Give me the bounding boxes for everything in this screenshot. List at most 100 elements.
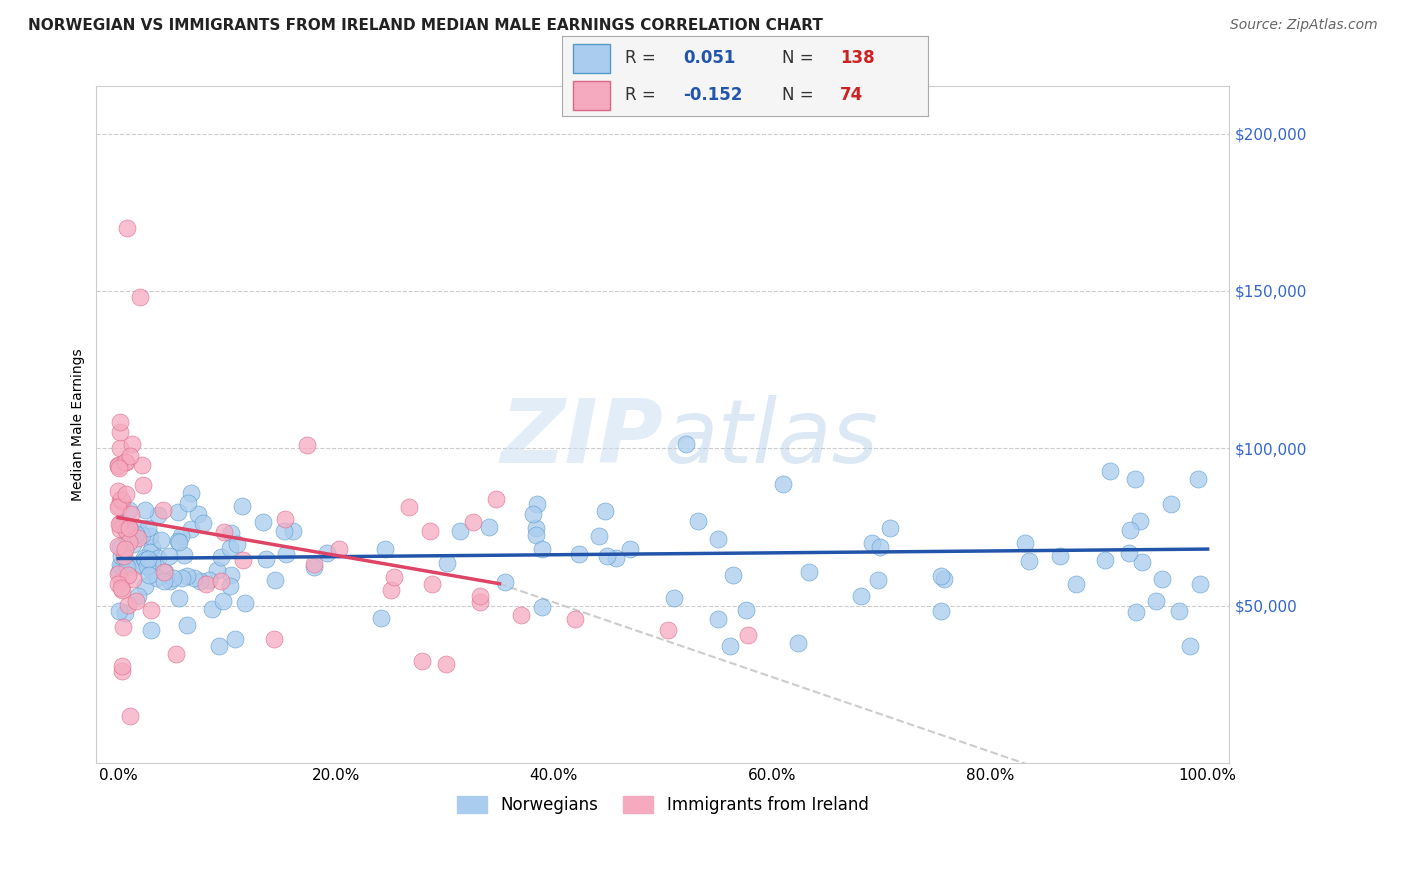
Point [470, 589, 492, 603]
Point [463, 515, 485, 529]
Point [1160, 497, 1182, 511]
Point [1168, 604, 1191, 618]
Point [157, 549, 180, 563]
Point [138, 521, 160, 535]
Point [180, 522, 202, 536]
Point [596, 549, 619, 563]
Point [152, 565, 174, 579]
Point [108, 415, 131, 429]
Point [1130, 555, 1153, 569]
Point [273, 524, 295, 538]
Point [932, 572, 955, 586]
Point [110, 559, 132, 574]
Point [734, 603, 756, 617]
Point [107, 577, 129, 591]
Point [295, 438, 318, 452]
Point [657, 623, 679, 637]
Point [111, 664, 134, 678]
Point [167, 533, 190, 548]
Point [526, 497, 548, 511]
Point [212, 594, 235, 608]
Point [849, 589, 872, 603]
Point [139, 529, 162, 543]
Point [139, 563, 162, 577]
Point [111, 517, 134, 532]
Point [108, 522, 131, 536]
Point [662, 591, 685, 606]
Point [107, 458, 129, 472]
Point [114, 557, 136, 571]
Point [588, 529, 610, 543]
Point [1150, 572, 1173, 586]
Text: R =: R = [624, 49, 661, 67]
Point [449, 524, 471, 538]
Point [370, 610, 392, 624]
Point [108, 558, 131, 572]
Text: 74: 74 [841, 87, 863, 104]
Point [1049, 549, 1071, 564]
Point [145, 571, 167, 585]
Point [107, 565, 129, 579]
Point [176, 618, 198, 632]
Point [1189, 577, 1212, 591]
Point [152, 574, 174, 588]
Point [159, 574, 181, 588]
Point [274, 548, 297, 562]
Point [125, 558, 148, 573]
Point [564, 612, 586, 626]
Point [165, 647, 187, 661]
Point [468, 595, 491, 609]
Point [114, 606, 136, 620]
Point [531, 600, 554, 615]
Point [108, 516, 131, 531]
Point [169, 529, 191, 543]
Point [127, 531, 149, 545]
Point [494, 575, 516, 590]
Text: Source: ZipAtlas.com: Source: ZipAtlas.com [1230, 18, 1378, 32]
Point [274, 512, 297, 526]
Point [187, 508, 209, 522]
Point [380, 583, 402, 598]
Point [302, 560, 325, 574]
Point [718, 639, 741, 653]
Point [721, 568, 744, 582]
Point [214, 524, 236, 539]
Point [219, 568, 242, 582]
Point [879, 521, 901, 535]
Point [108, 516, 131, 530]
Point [110, 583, 132, 598]
Point [207, 564, 229, 578]
Point [136, 552, 159, 566]
Point [707, 612, 730, 626]
Point [118, 521, 141, 535]
Point [124, 593, 146, 607]
Point [688, 514, 710, 528]
Point [153, 565, 176, 579]
Point [208, 639, 231, 653]
Point [131, 528, 153, 542]
Point [509, 608, 531, 623]
Point [114, 455, 136, 469]
Point [188, 574, 211, 588]
Text: NORWEGIAN VS IMMIGRANTS FROM IRELAND MEDIAN MALE EARNINGS CORRELATION CHART: NORWEGIAN VS IMMIGRANTS FROM IRELAND MED… [28, 18, 823, 33]
Point [524, 521, 547, 535]
Point [138, 545, 160, 559]
Point [115, 529, 138, 543]
Point [786, 636, 808, 650]
Point [283, 524, 305, 539]
Point [134, 550, 156, 565]
Point [146, 550, 169, 565]
Point [1180, 640, 1202, 654]
Point [117, 503, 139, 517]
Point [315, 546, 337, 560]
Point [152, 503, 174, 517]
Text: R =: R = [624, 87, 661, 104]
Point [374, 542, 396, 557]
Point [139, 603, 162, 617]
Point [120, 709, 142, 723]
Point [209, 574, 232, 588]
Point [209, 549, 232, 564]
Point [136, 558, 159, 573]
Point [138, 567, 160, 582]
Point [173, 548, 195, 562]
